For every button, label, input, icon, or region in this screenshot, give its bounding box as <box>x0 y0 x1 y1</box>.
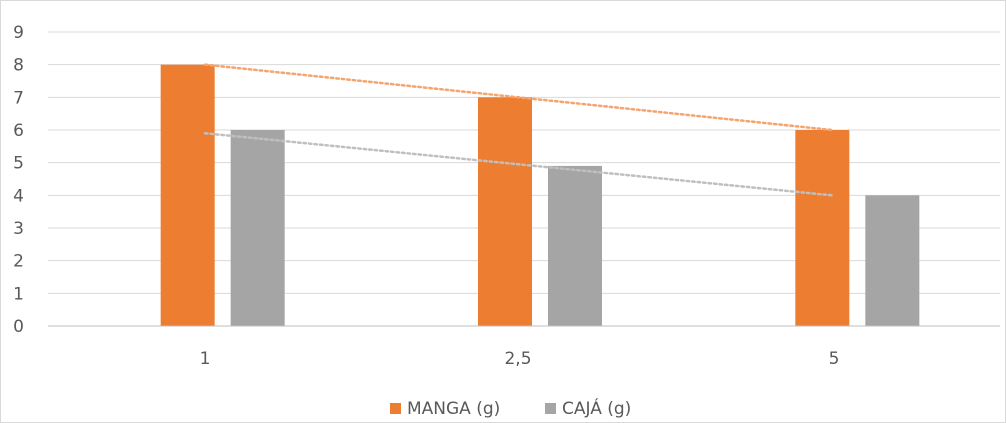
y-tick-label: 5 <box>13 154 24 174</box>
legend: MANGA (g) CAJÁ (g) <box>390 397 631 419</box>
x-axis-ticks: 1 2,5 5 <box>200 349 840 369</box>
y-axis-ticks: 0 1 2 3 4 5 6 7 8 9 <box>13 23 24 337</box>
y-tick-label: 1 <box>13 284 24 304</box>
legend-label-manga: MANGA (g) <box>407 399 500 419</box>
y-tick-label: 4 <box>13 186 24 206</box>
y-tick-label: 9 <box>13 23 24 43</box>
y-tick-label: 3 <box>13 219 24 239</box>
y-tick-label: 2 <box>13 252 24 272</box>
trendline-caja <box>203 132 834 197</box>
x-tick-label: 5 <box>829 349 840 369</box>
trendlines <box>203 63 834 197</box>
legend-swatch-caja <box>545 403 556 414</box>
bar-caja-1 <box>548 165 602 326</box>
bars <box>160 64 920 327</box>
y-tick-label: 6 <box>13 121 24 141</box>
bar-manga-2 <box>795 130 850 326</box>
legend-label-caja: CAJÁ (g) <box>562 397 631 419</box>
trendline-manga <box>203 63 834 132</box>
legend-swatch-manga <box>390 403 401 414</box>
bar-caja-0 <box>230 130 285 326</box>
bar-caja-2 <box>865 195 920 326</box>
bar-manga-0 <box>160 64 215 327</box>
x-tick-label: 2,5 <box>504 349 531 369</box>
y-tick-label: 0 <box>13 317 24 337</box>
x-tick-label: 1 <box>200 349 211 369</box>
y-tick-label: 7 <box>13 88 24 108</box>
y-tick-label: 8 <box>13 56 24 76</box>
bar-manga-1 <box>478 97 532 326</box>
